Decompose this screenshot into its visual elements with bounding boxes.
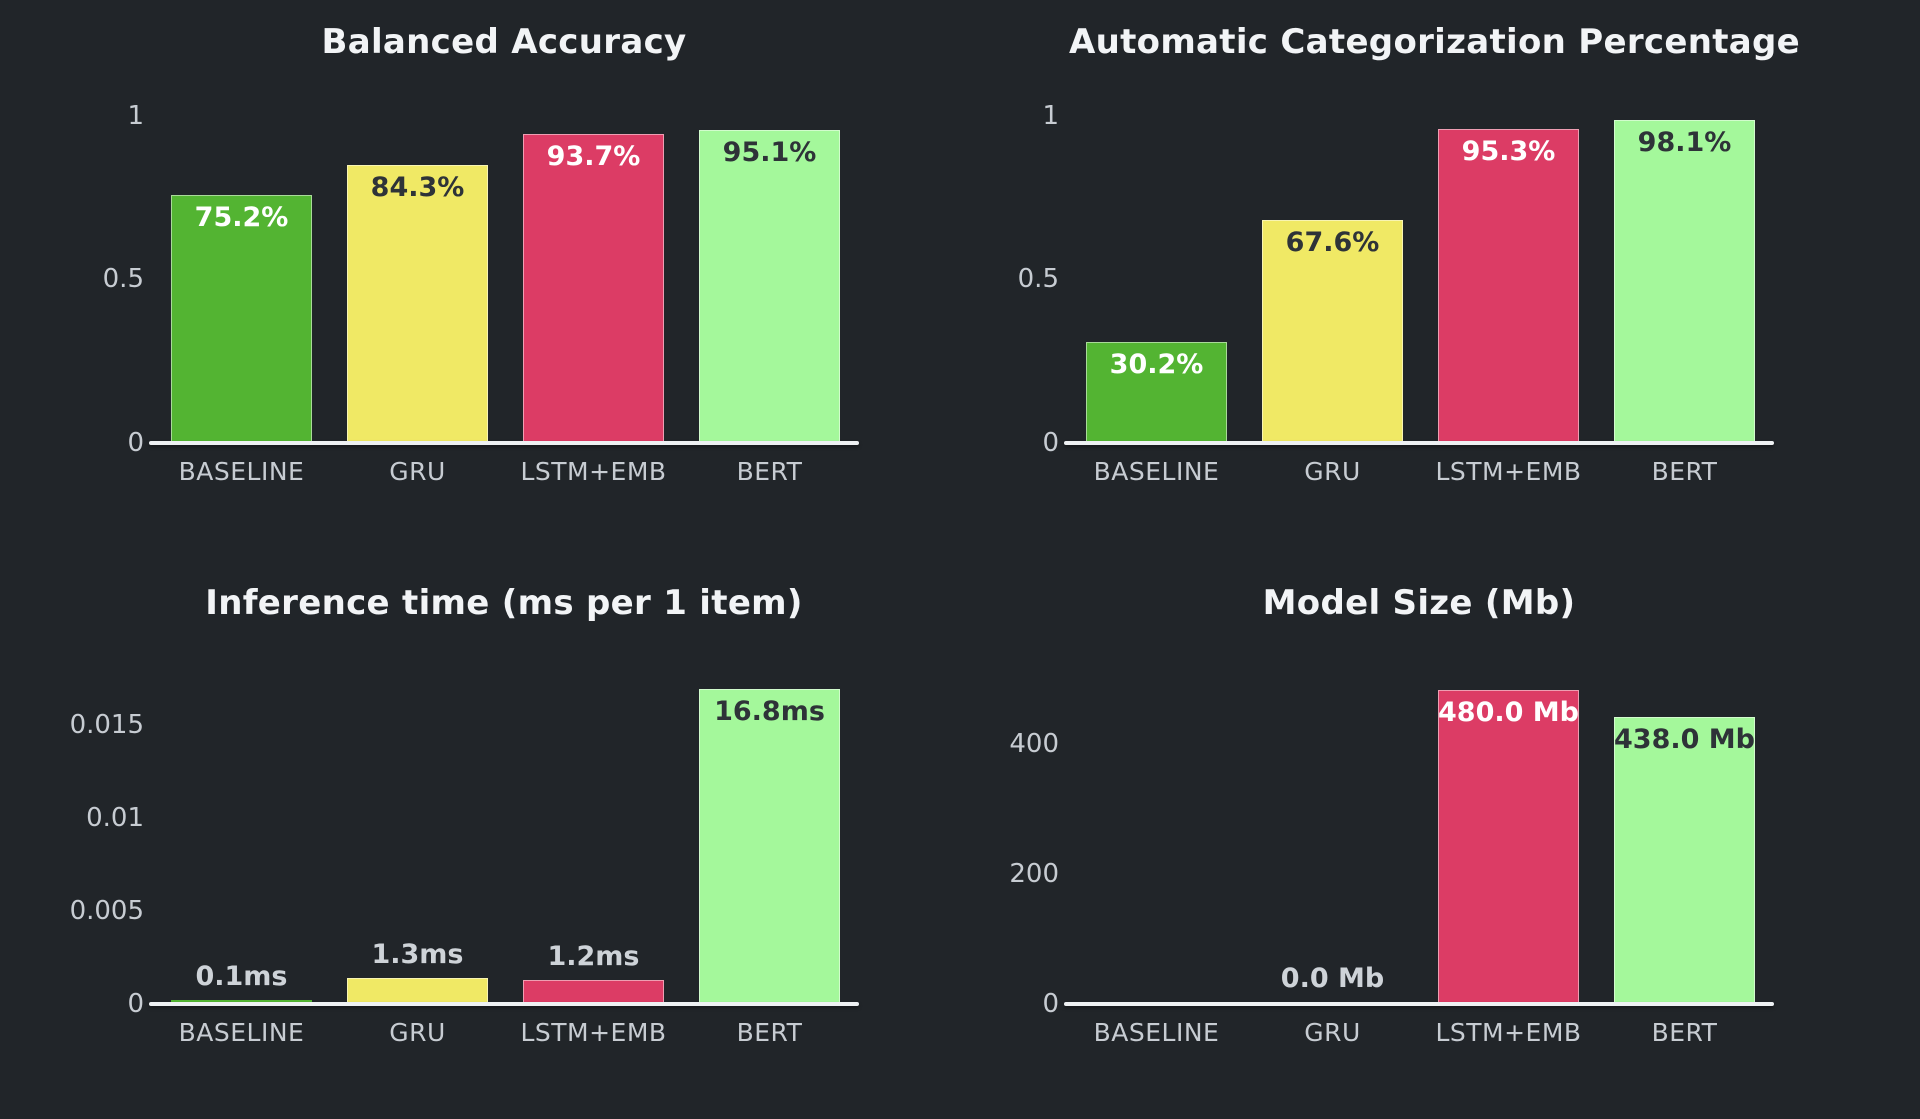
bar-value-label: 75.2% xyxy=(194,201,289,233)
bar-gru xyxy=(1262,219,1403,441)
x-category-label: GRU xyxy=(389,457,446,486)
x-category-label: LSTM+EMB xyxy=(520,457,667,486)
bar-lstm-emb xyxy=(1438,690,1579,1002)
bar-baseline xyxy=(1086,342,1227,441)
x-category-label: LSTM+EMB xyxy=(1435,457,1582,486)
y-tick-label: 0.005 xyxy=(69,895,144,926)
y-tick-label: 0.5 xyxy=(1017,264,1059,295)
chart-title: Inference time (ms per 1 item) xyxy=(205,583,803,623)
bar-value-label: 95.3% xyxy=(1461,136,1556,168)
x-axis-line xyxy=(1064,441,1774,445)
y-tick-label: 1 xyxy=(127,100,144,131)
bar-value-label: 67.6% xyxy=(1285,226,1380,258)
bar-lstm-emb xyxy=(523,134,664,441)
plot-area: 0.0 Mb 480.0 Mb 438.0 Mb xyxy=(1069,642,1769,1002)
bar-value-label: 1.3ms xyxy=(371,938,464,970)
bar-value-label: 93.7% xyxy=(546,141,641,173)
bar-gru xyxy=(347,165,488,441)
bar-value-label: 0.1ms xyxy=(195,961,288,993)
x-category-label: LSTM+EMB xyxy=(520,1018,667,1047)
y-tick-label: 0.5 xyxy=(102,264,144,295)
x-category-label: GRU xyxy=(389,1018,446,1047)
chart-title: Automatic Categorization Percentage xyxy=(1069,22,1801,62)
chart-model-size: Model Size (Mb) 0.0 Mb 480.0 Mb 438.0 Mb 0… xyxy=(915,561,1875,1119)
bar-bert xyxy=(1614,119,1755,441)
bar-bert xyxy=(1614,717,1755,1002)
x-category-label: BASELINE xyxy=(1093,457,1220,486)
bar-baseline xyxy=(171,1000,312,1002)
chart-balanced-accuracy: Balanced Accuracy 75.2% 84.3% 93.7% 95.1% 0… xyxy=(0,0,960,558)
bar-value-label: 0.0 Mb xyxy=(1280,963,1385,994)
x-axis-line xyxy=(149,1002,859,1006)
y-tick-label: 0 xyxy=(1042,428,1059,458)
bar-value-label: 438.0 Mb xyxy=(1614,724,1755,756)
x-category-label: BERT xyxy=(736,457,803,486)
x-axis-line xyxy=(149,441,859,445)
y-tick-label: 0 xyxy=(127,989,144,1019)
x-category-label: BERT xyxy=(736,1018,803,1047)
x-category-label: BASELINE xyxy=(1093,1018,1220,1047)
y-tick-label: 1 xyxy=(1042,100,1059,131)
y-tick-label: 200 xyxy=(1009,859,1059,890)
bar-value-label: 1.2ms xyxy=(547,940,640,972)
y-tick-label: 0 xyxy=(1042,989,1059,1019)
plot-area: 30.2% 67.6% 95.3% 98.1% xyxy=(1069,81,1769,441)
bar-value-label: 84.3% xyxy=(370,172,465,204)
chart-automatic-categorization: Automatic Categorization Percentage 30.2… xyxy=(915,0,1875,558)
bar-lstm-emb xyxy=(523,979,664,1002)
x-category-label: BASELINE xyxy=(178,1018,305,1047)
x-category-label: GRU xyxy=(1304,457,1361,486)
x-category-label: GRU xyxy=(1304,1018,1361,1047)
bar-value-label: 480.0 Mb xyxy=(1438,697,1579,729)
x-category-label: BERT xyxy=(1651,1018,1718,1047)
bar-gru xyxy=(347,977,488,1002)
y-tick-label: 0 xyxy=(127,428,144,458)
bar-value-label: 95.1% xyxy=(722,136,817,168)
y-tick-label: 400 xyxy=(1009,729,1059,760)
x-category-label: BASELINE xyxy=(178,457,305,486)
bar-value-label: 16.8ms xyxy=(714,696,825,728)
plot-area: 0.1ms 1.3ms 1.2ms 16.8ms xyxy=(154,642,854,1002)
plot-area: 75.2% 84.3% 93.7% 95.1% xyxy=(154,81,854,441)
chart-title: Balanced Accuracy xyxy=(321,22,687,62)
y-tick-label: 0.015 xyxy=(69,709,144,740)
bar-lstm-emb xyxy=(1438,129,1579,441)
bar-bert xyxy=(699,689,840,1002)
bar-value-label: 30.2% xyxy=(1109,349,1204,381)
bar-bert xyxy=(699,129,840,441)
chart-title: Model Size (Mb) xyxy=(1262,583,1576,623)
x-axis-line xyxy=(1064,1002,1774,1006)
bar-baseline xyxy=(171,194,312,441)
y-tick-label: 0.01 xyxy=(86,802,144,833)
bar-value-label: 98.1% xyxy=(1637,126,1732,158)
x-category-label: LSTM+EMB xyxy=(1435,1018,1582,1047)
x-category-label: BERT xyxy=(1651,457,1718,486)
chart-inference-time: Inference time (ms per 1 item) 0.1ms 1.3m… xyxy=(0,561,960,1119)
